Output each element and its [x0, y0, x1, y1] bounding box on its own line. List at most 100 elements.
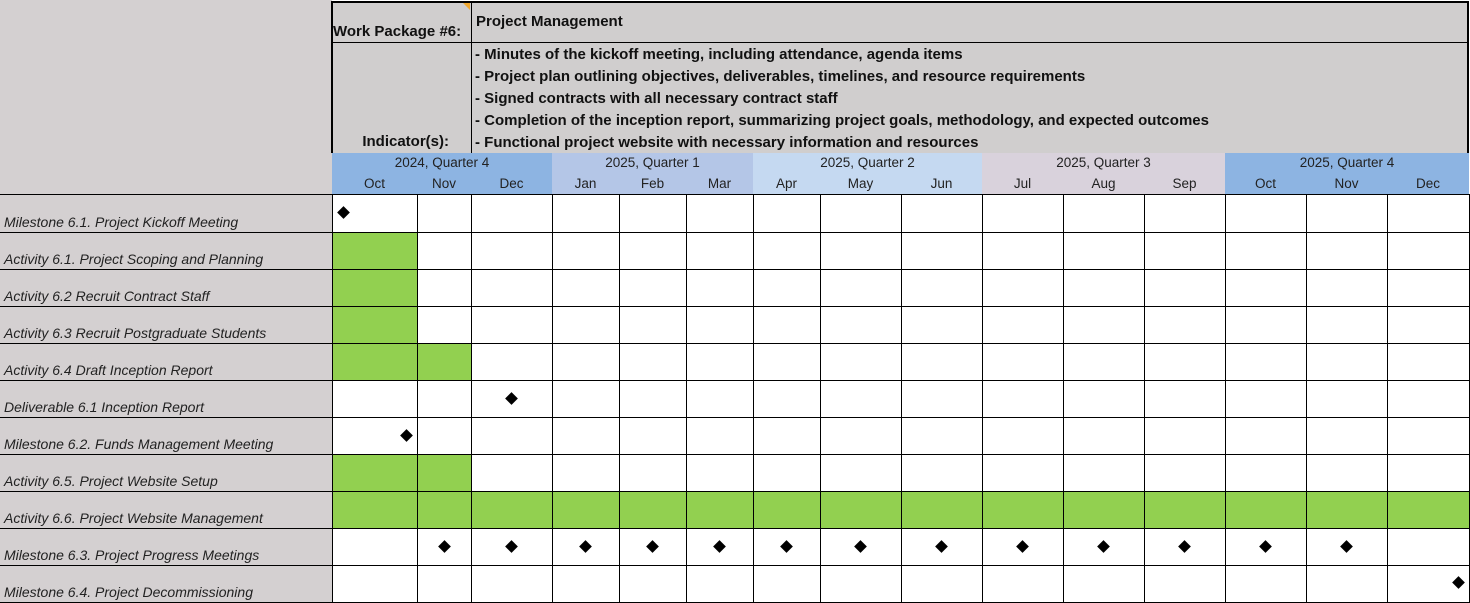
timeline-cell	[820, 565, 901, 602]
activity-bar-cell	[332, 232, 417, 269]
timeline-cell	[753, 269, 820, 306]
timeline-cell	[1306, 306, 1387, 343]
column-divider	[332, 194, 333, 602]
activity-bar-cell	[1306, 491, 1387, 528]
timeline-cell	[552, 194, 619, 232]
timeline-cell	[820, 380, 901, 417]
activity-row-label: Activity 6.2 Recruit Contract Staff	[0, 269, 332, 306]
timeline-cell	[982, 454, 1063, 491]
timeline-cell	[901, 380, 982, 417]
timeline-cell	[1387, 232, 1469, 269]
timeline-cell	[1306, 194, 1387, 232]
timeline-cell	[471, 565, 552, 602]
timeline-cell	[686, 232, 753, 269]
month-label: Sep	[1172, 176, 1197, 191]
month-label: Oct	[363, 176, 385, 191]
row-divider	[0, 232, 1470, 233]
timeline-cell	[1063, 417, 1144, 454]
timeline-cell	[552, 306, 619, 343]
timeline-cell	[820, 343, 901, 380]
activity-row-label: Activity 6.5. Project Website Setup	[0, 454, 332, 491]
timeline-cell	[686, 194, 753, 232]
band-divider	[332, 194, 1469, 195]
month-label: Mar	[707, 176, 732, 191]
activity-bar-cell	[686, 491, 753, 528]
timeline-cell	[1144, 194, 1225, 232]
timeline-cell	[686, 343, 753, 380]
column-divider	[619, 194, 620, 602]
indicator-item: - Minutes of the kickoff meeting, includ…	[475, 46, 963, 63]
timeline-cell	[982, 269, 1063, 306]
work-package-header	[332, 2, 1469, 43]
timeline-cell	[820, 269, 901, 306]
timeline-cell	[1387, 528, 1469, 565]
row-divider	[0, 491, 1470, 492]
column-divider	[1144, 194, 1145, 602]
indicator-header	[332, 43, 1469, 153]
timeline-cell	[1225, 454, 1306, 491]
timeline-cell	[619, 380, 686, 417]
indicator-list: - Minutes of the kickoff meeting, includ…	[475, 44, 1465, 154]
timeline-cell	[1144, 417, 1225, 454]
quarter-band	[332, 153, 552, 194]
timeline-cell	[1063, 269, 1144, 306]
timeline-cell	[686, 454, 753, 491]
timeline-cell	[1306, 343, 1387, 380]
quarter-band	[1225, 153, 1469, 194]
timeline-cell	[619, 232, 686, 269]
activity-bar-cell	[820, 491, 901, 528]
timeline-cell	[619, 565, 686, 602]
timeline-cell	[619, 343, 686, 380]
timeline-cell	[417, 269, 471, 306]
work-package-label: Work Package #6:	[333, 23, 462, 40]
timeline-cell	[552, 343, 619, 380]
header-border	[332, 42, 1469, 43]
month-label: Jun	[930, 176, 953, 191]
quarter-label: 2025, Quarter 4	[1299, 155, 1395, 170]
timeline-cell	[901, 343, 982, 380]
timeline-cell	[901, 565, 982, 602]
month-label: Jul	[1013, 176, 1032, 191]
quarter-label: 2024, Quarter 4	[394, 155, 490, 170]
month-label: Feb	[640, 176, 665, 191]
timeline-cell	[332, 528, 417, 565]
timeline-cell	[820, 417, 901, 454]
month-label: Jan	[574, 176, 597, 191]
activity-row-label: Activity 6.6. Project Website Management	[0, 491, 332, 528]
month-label: Aug	[1091, 176, 1116, 191]
column-divider	[982, 194, 983, 602]
column-divider	[1306, 194, 1307, 602]
timeline-cell	[471, 194, 552, 232]
timeline-cell	[982, 343, 1063, 380]
timeline-cell	[901, 269, 982, 306]
activity-bar-cell	[1387, 491, 1469, 528]
timeline-cell	[1306, 380, 1387, 417]
activity-bar-cell	[619, 491, 686, 528]
timeline-cell	[619, 194, 686, 232]
timeline-cell	[552, 454, 619, 491]
milestone-row-label: Milestone 6.1. Project Kickoff Meeting	[0, 194, 332, 232]
timeline-cell	[1063, 194, 1144, 232]
comment-marker	[463, 3, 470, 10]
activity-bar-cell	[1063, 491, 1144, 528]
month-label: Nov	[1334, 176, 1359, 191]
timeline-cell	[753, 306, 820, 343]
timeline-cell	[1144, 269, 1225, 306]
activity-bar-cell	[417, 454, 471, 491]
timeline-cell	[471, 269, 552, 306]
timeline-cell	[1063, 565, 1144, 602]
timeline-cell	[1225, 343, 1306, 380]
indicator-item: - Completion of the inception report, su…	[475, 112, 1209, 129]
activity-bar-cell	[332, 343, 417, 380]
activity-row-label: Activity 6.4 Draft Inception Report	[0, 343, 332, 380]
row-divider	[0, 343, 1470, 344]
work-package-title: Project Management	[476, 13, 623, 30]
column-divider	[753, 194, 754, 602]
column-divider	[1063, 194, 1064, 602]
column-divider	[471, 194, 472, 602]
activity-bar-cell	[417, 491, 471, 528]
timeline-cell	[820, 232, 901, 269]
month-label: May	[847, 176, 874, 191]
timeline-cell	[982, 306, 1063, 343]
row-divider	[0, 380, 1470, 381]
